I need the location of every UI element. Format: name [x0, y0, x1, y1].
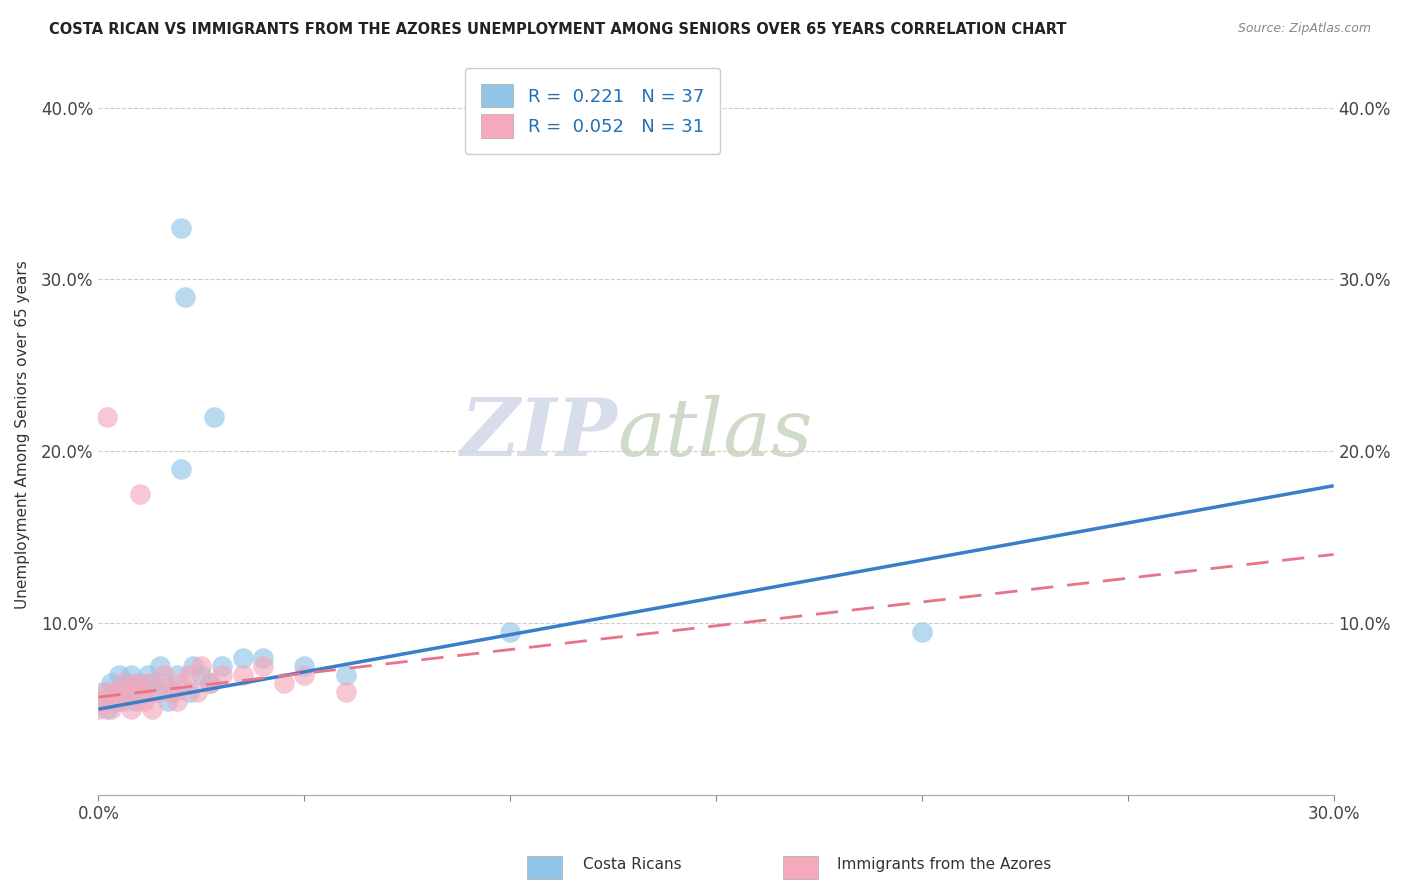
Text: ZIP: ZIP [460, 395, 617, 473]
Point [145, 685, 167, 699]
Point [96, 409, 118, 424]
Point [190, 659, 212, 673]
Point [211, 659, 233, 673]
Point [273, 676, 295, 690]
Point [87, 693, 110, 707]
Point [104, 685, 127, 699]
Text: Source: ZipAtlas.com: Source: ZipAtlas.com [1237, 22, 1371, 36]
Point [911, 624, 934, 639]
Point [117, 685, 139, 699]
Point [232, 667, 254, 681]
Point [100, 676, 122, 690]
Point [292, 667, 315, 681]
Point [149, 685, 172, 699]
Point [108, 685, 131, 699]
Point [136, 676, 159, 690]
Point [252, 659, 274, 673]
Point [87, 702, 110, 716]
Point [112, 676, 135, 690]
Point [100, 702, 122, 716]
Point [157, 693, 180, 707]
Point [162, 685, 184, 699]
Point [186, 685, 208, 699]
Point [96, 702, 118, 716]
Point [117, 676, 139, 690]
Point [202, 409, 225, 424]
Point [104, 693, 127, 707]
Point [120, 685, 142, 699]
Point [153, 676, 176, 690]
Point [499, 624, 522, 639]
Point [153, 667, 176, 681]
Point [232, 650, 254, 665]
Y-axis label: Unemployment Among Seniors over 65 years: Unemployment Among Seniors over 65 years [15, 260, 30, 608]
Point [141, 702, 163, 716]
Point [177, 667, 200, 681]
Point [108, 667, 131, 681]
Text: COSTA RICAN VS IMMIGRANTS FROM THE AZORES UNEMPLOYMENT AMONG SENIORS OVER 65 YEA: COSTA RICAN VS IMMIGRANTS FROM THE AZORE… [49, 22, 1067, 37]
Point [141, 676, 163, 690]
Point [211, 667, 233, 681]
Point [170, 676, 193, 690]
Point [128, 685, 150, 699]
Point [124, 676, 146, 690]
Point [252, 650, 274, 665]
Point [177, 685, 200, 699]
Point [166, 667, 188, 681]
Point [132, 685, 155, 699]
Point [91, 693, 114, 707]
Point [128, 676, 150, 690]
Point [112, 693, 135, 707]
Text: Costa Ricans: Costa Ricans [583, 857, 682, 872]
Point [124, 693, 146, 707]
Point [335, 667, 357, 681]
Text: Immigrants from the Azores: Immigrants from the Azores [837, 857, 1050, 872]
Point [198, 676, 221, 690]
Point [292, 659, 315, 673]
Point [335, 685, 357, 699]
Point [149, 659, 172, 673]
Point [120, 702, 142, 716]
Point [91, 685, 114, 699]
Point [170, 221, 193, 235]
Point [162, 685, 184, 699]
Point [132, 693, 155, 707]
Point [108, 693, 131, 707]
Point [190, 667, 212, 681]
Point [96, 685, 118, 699]
Point [128, 487, 150, 501]
Point [198, 676, 221, 690]
Point [136, 667, 159, 681]
Point [170, 461, 193, 475]
Point [181, 659, 204, 673]
Point [120, 667, 142, 681]
Legend: R =  0.221   N = 37, R =  0.052   N = 31: R = 0.221 N = 37, R = 0.052 N = 31 [464, 68, 720, 154]
Point [166, 693, 188, 707]
Point [174, 290, 197, 304]
Text: atlas: atlas [617, 395, 813, 473]
